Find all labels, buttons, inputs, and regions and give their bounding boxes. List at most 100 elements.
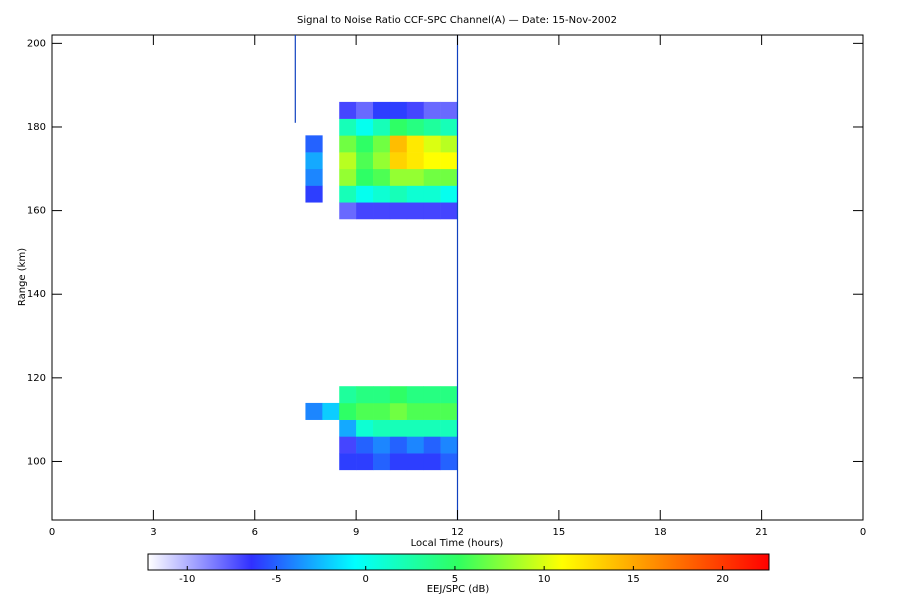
heat-cell <box>339 402 357 420</box>
heat-cell <box>389 152 408 170</box>
heat-cell <box>356 436 374 454</box>
heat-cell <box>423 419 441 437</box>
heat-cell <box>423 168 441 186</box>
heat-cell <box>356 419 374 437</box>
heat-cell <box>389 101 408 119</box>
heat-cell <box>440 152 458 170</box>
colorbar-tick-label: 10 <box>538 574 551 585</box>
heat-cell <box>373 168 391 186</box>
heat-cell <box>406 152 425 170</box>
heat-cell <box>440 436 458 454</box>
heat-cell <box>440 185 458 203</box>
x-tick-label: 21 <box>755 527 768 538</box>
heat-cell <box>373 118 391 136</box>
heat-cell <box>423 386 441 404</box>
heat-cell <box>356 168 374 186</box>
heat-cell <box>423 152 441 170</box>
heat-cell <box>423 118 441 136</box>
heat-cell <box>373 419 391 437</box>
heat-cell <box>389 168 408 186</box>
colorbar-tick-label: 0 <box>363 574 369 585</box>
heat-cell <box>440 118 458 136</box>
heat-cell <box>339 168 357 186</box>
heat-cell <box>305 185 323 203</box>
heat-cell <box>440 453 458 471</box>
colorbar-tick-label: -5 <box>271 574 281 585</box>
heat-cell <box>389 185 408 203</box>
heat-cell <box>305 135 323 153</box>
heat-cell <box>373 436 391 454</box>
heat-cell <box>423 402 441 420</box>
heat-cell <box>339 453 357 471</box>
heat-cell <box>373 386 391 404</box>
heat-cell <box>356 185 374 203</box>
heat-cell <box>356 135 374 153</box>
heat-cell <box>389 453 408 471</box>
heat-cell <box>406 118 425 136</box>
y-tick-label: 200 <box>27 38 46 49</box>
heat-cell <box>406 135 425 153</box>
y-tick-label: 180 <box>27 122 46 133</box>
heat-cell <box>423 135 441 153</box>
heat-cell <box>440 386 458 404</box>
heat-cell <box>373 402 391 420</box>
heat-cell <box>406 386 425 404</box>
heat-cell <box>373 202 391 220</box>
heat-cell <box>339 202 357 220</box>
heat-cell <box>389 135 408 153</box>
heat-cell <box>406 453 425 471</box>
heat-cell <box>406 419 425 437</box>
x-tick-label: 6 <box>252 527 258 538</box>
colorbar <box>147 553 770 571</box>
heat-cell <box>356 202 374 220</box>
heat-cell <box>423 101 441 119</box>
heat-cell <box>389 386 408 404</box>
x-tick-label: 15 <box>553 527 566 538</box>
y-axis-label: Range (km) <box>17 248 28 306</box>
x-tick-label: 3 <box>150 527 156 538</box>
heat-cell <box>423 185 441 203</box>
heat-cell <box>356 402 374 420</box>
heat-cell <box>339 436 357 454</box>
heat-cell <box>373 152 391 170</box>
heat-cell <box>339 386 357 404</box>
colorbar-tick-label: 5 <box>452 574 458 585</box>
heat-cell <box>322 402 340 420</box>
colorbar-tick-label: 20 <box>716 574 729 585</box>
heat-cell <box>373 453 391 471</box>
heat-cell <box>440 419 458 437</box>
heat-cell <box>373 135 391 153</box>
heat-cell <box>406 101 425 119</box>
x-tick-label: 0 <box>49 527 55 538</box>
heat-cell <box>356 118 374 136</box>
heat-cell <box>305 402 323 420</box>
y-tick-label: 160 <box>27 206 46 217</box>
x-tick-label: 0 <box>860 527 866 538</box>
heat-cell <box>440 101 458 119</box>
y-tick-label: 140 <box>27 289 46 300</box>
heat-cell <box>339 419 357 437</box>
heat-cell <box>423 202 441 220</box>
heat-cell <box>305 168 323 186</box>
heat-cell <box>389 118 408 136</box>
heat-cell <box>356 386 374 404</box>
heat-cell <box>423 453 441 471</box>
heat-cell <box>406 168 425 186</box>
heat-cell <box>356 453 374 471</box>
heat-cell <box>339 118 357 136</box>
x-tick-label: 18 <box>654 527 667 538</box>
x-tick-label: 12 <box>451 527 464 538</box>
colorbar-tick-label: 15 <box>627 574 640 585</box>
y-tick-label: 100 <box>27 456 46 467</box>
heat-cell <box>406 402 425 420</box>
heat-cell <box>373 101 391 119</box>
heat-cell <box>423 436 441 454</box>
heat-cell <box>373 185 391 203</box>
y-tick-label: 120 <box>27 373 46 384</box>
x-axis-label: Local Time (hours) <box>411 538 504 549</box>
heat-cell <box>440 168 458 186</box>
heat-cell <box>339 135 357 153</box>
heat-cell <box>389 202 408 220</box>
colorbar-tick-label: -10 <box>179 574 195 585</box>
